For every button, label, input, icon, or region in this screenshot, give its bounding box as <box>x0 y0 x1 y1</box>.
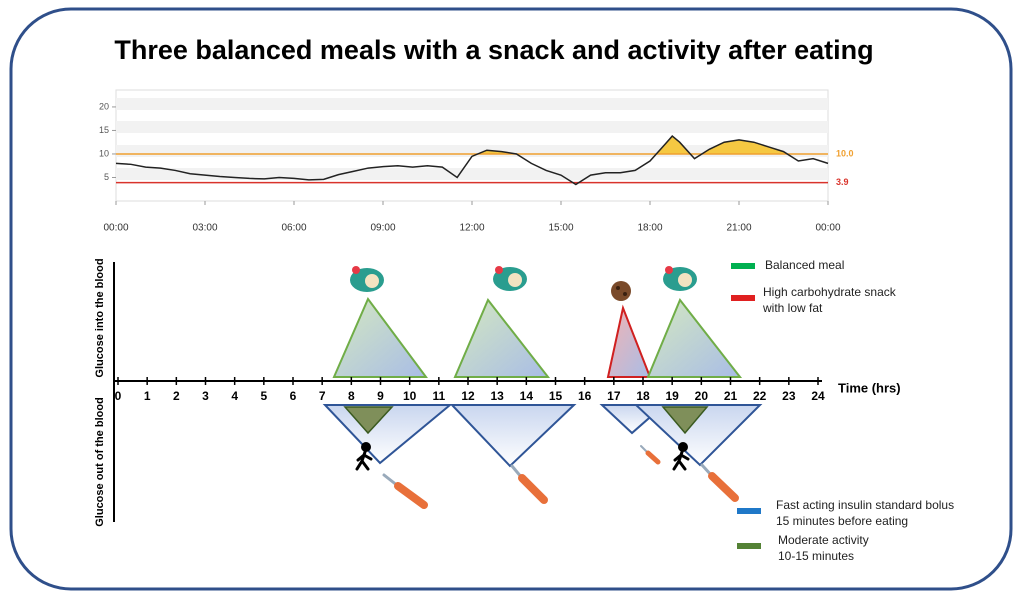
x-tick-label: 21:00 <box>726 223 751 234</box>
x-tick-label: 00:00 <box>815 223 840 234</box>
threshold-label: 10.0 <box>836 148 854 158</box>
x-tick-label: 18:00 <box>637 223 662 234</box>
cgm-chart: 5 10 15 20 00:00 03:00 06:00 09:00 12:00 15:00 18:… <box>99 89 854 234</box>
time-tick-label: 18 <box>636 389 650 403</box>
legend-swatch <box>731 263 755 269</box>
time-tick-label: 17 <box>607 389 621 403</box>
time-tick-label: 16 <box>578 389 592 403</box>
plate-icon <box>663 266 697 291</box>
time-tick-label: 19 <box>665 389 679 403</box>
time-tick-label: 14 <box>520 389 534 403</box>
high-area <box>116 136 828 154</box>
x-label: Time (hrs) <box>838 380 901 395</box>
x-tick-label: 09:00 <box>370 223 395 234</box>
time-tick-label: 21 <box>724 389 738 403</box>
time-tick-label: 0 <box>115 389 122 403</box>
pen-icon <box>700 463 739 502</box>
legend-label: Balanced meal <box>765 258 844 272</box>
time-tick-label: 11 <box>432 389 445 403</box>
time-tick-label: 5 <box>260 389 267 403</box>
time-tick-label: 20 <box>695 389 709 403</box>
time-tick-label: 24 <box>811 389 825 403</box>
legend-label: 15 minutes before eating <box>776 514 908 528</box>
time-tick-label: 2 <box>173 389 180 403</box>
time-tick-label: 22 <box>753 389 767 403</box>
legend-label: with low fat <box>762 301 823 315</box>
glucose-line <box>115 135 829 186</box>
y-tick-label: 20 <box>99 101 109 111</box>
meal-triangle <box>646 298 743 378</box>
legend-swatch <box>737 508 761 514</box>
time-tick-label: 4 <box>231 389 238 403</box>
band <box>116 98 828 110</box>
y-label-bottom: Glucose out of the blood <box>94 397 106 527</box>
legend-label: 10-15 minutes <box>778 549 854 563</box>
time-tick-label: 6 <box>290 389 297 403</box>
x-tick-label: 03:00 <box>192 223 217 234</box>
time-tick-label: 7 <box>319 389 326 403</box>
time-tick-label: 10 <box>403 389 417 403</box>
legend-label: Fast acting insulin standard bolus <box>776 498 954 512</box>
time-tick-label: 9 <box>377 389 384 403</box>
x-tick-label: 06:00 <box>281 223 306 234</box>
legend-swatch <box>737 543 761 549</box>
y-tick-label: 5 <box>104 172 109 182</box>
time-tick-label: 1 <box>144 389 151 403</box>
cookie-icon <box>611 281 631 301</box>
meal-triangle <box>453 298 551 378</box>
band <box>116 168 828 180</box>
activity-triangle <box>661 406 709 435</box>
insulin-triangle <box>633 404 763 467</box>
time-tick-label: 23 <box>782 389 796 403</box>
walker-icon <box>672 442 690 471</box>
plate-icon <box>493 266 527 291</box>
y-tick-label: 15 <box>99 125 109 135</box>
time-tick-label: 8 <box>348 389 355 403</box>
pen-icon <box>640 445 661 465</box>
time-tick-label: 3 <box>202 389 209 403</box>
legend-swatch <box>731 295 755 301</box>
walker-icon <box>355 442 373 471</box>
plate-icon <box>350 266 384 292</box>
time-tick-label: 12 <box>461 389 475 403</box>
x-tick-label: 15:00 <box>548 223 573 234</box>
x-tick-label: 12:00 <box>459 223 484 234</box>
pen-icon <box>510 464 548 504</box>
x-tick-label: 00:00 <box>103 223 128 234</box>
snack-triangle <box>606 304 652 378</box>
time-tick-label: 15 <box>549 389 563 403</box>
threshold-label: 3.9 <box>836 177 849 187</box>
legend-label: High carbohydrate snack <box>763 285 897 299</box>
activity-triangle <box>343 406 394 435</box>
y-tick-label: 10 <box>99 148 109 158</box>
pen-icon <box>382 473 428 509</box>
title: Three balanced meals with a snack and ac… <box>114 35 873 65</box>
insulin-triangle <box>449 404 577 468</box>
legend-label: Moderate activity <box>778 533 869 547</box>
band <box>116 121 828 133</box>
y-label-top: Glucose into the blood <box>94 258 106 377</box>
time-tick-label: 13 <box>490 389 504 403</box>
